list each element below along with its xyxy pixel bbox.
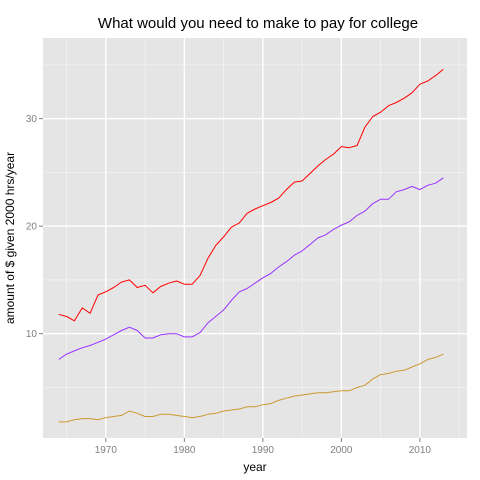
series-layer bbox=[58, 68, 444, 423]
chart-title: What would you need to make to pay for c… bbox=[98, 15, 418, 32]
x-axis: 1970 1980 1990 2000 2010 bbox=[95, 438, 432, 456]
x-tick-label: 1980 bbox=[173, 445, 196, 456]
y-axis: 10 20 30 bbox=[26, 114, 43, 340]
plot-panel bbox=[43, 38, 467, 438]
x-tick-label: 1970 bbox=[95, 445, 118, 456]
y-axis-title: amount of $ given 2000 hrs/year bbox=[3, 152, 17, 324]
x-tick-label: 2000 bbox=[330, 445, 353, 456]
grid-minor bbox=[43, 38, 467, 438]
series-line bbox=[58, 177, 444, 360]
y-tick-label: 30 bbox=[26, 114, 38, 125]
x-tick-label: 1990 bbox=[252, 445, 275, 456]
series-line bbox=[58, 353, 444, 423]
x-tick-label: 2010 bbox=[409, 445, 432, 456]
y-tick-label: 10 bbox=[26, 329, 38, 340]
y-tick-label: 20 bbox=[26, 222, 38, 233]
series-line bbox=[58, 68, 444, 322]
grid-major bbox=[43, 38, 467, 438]
x-axis-title: year bbox=[243, 460, 266, 474]
